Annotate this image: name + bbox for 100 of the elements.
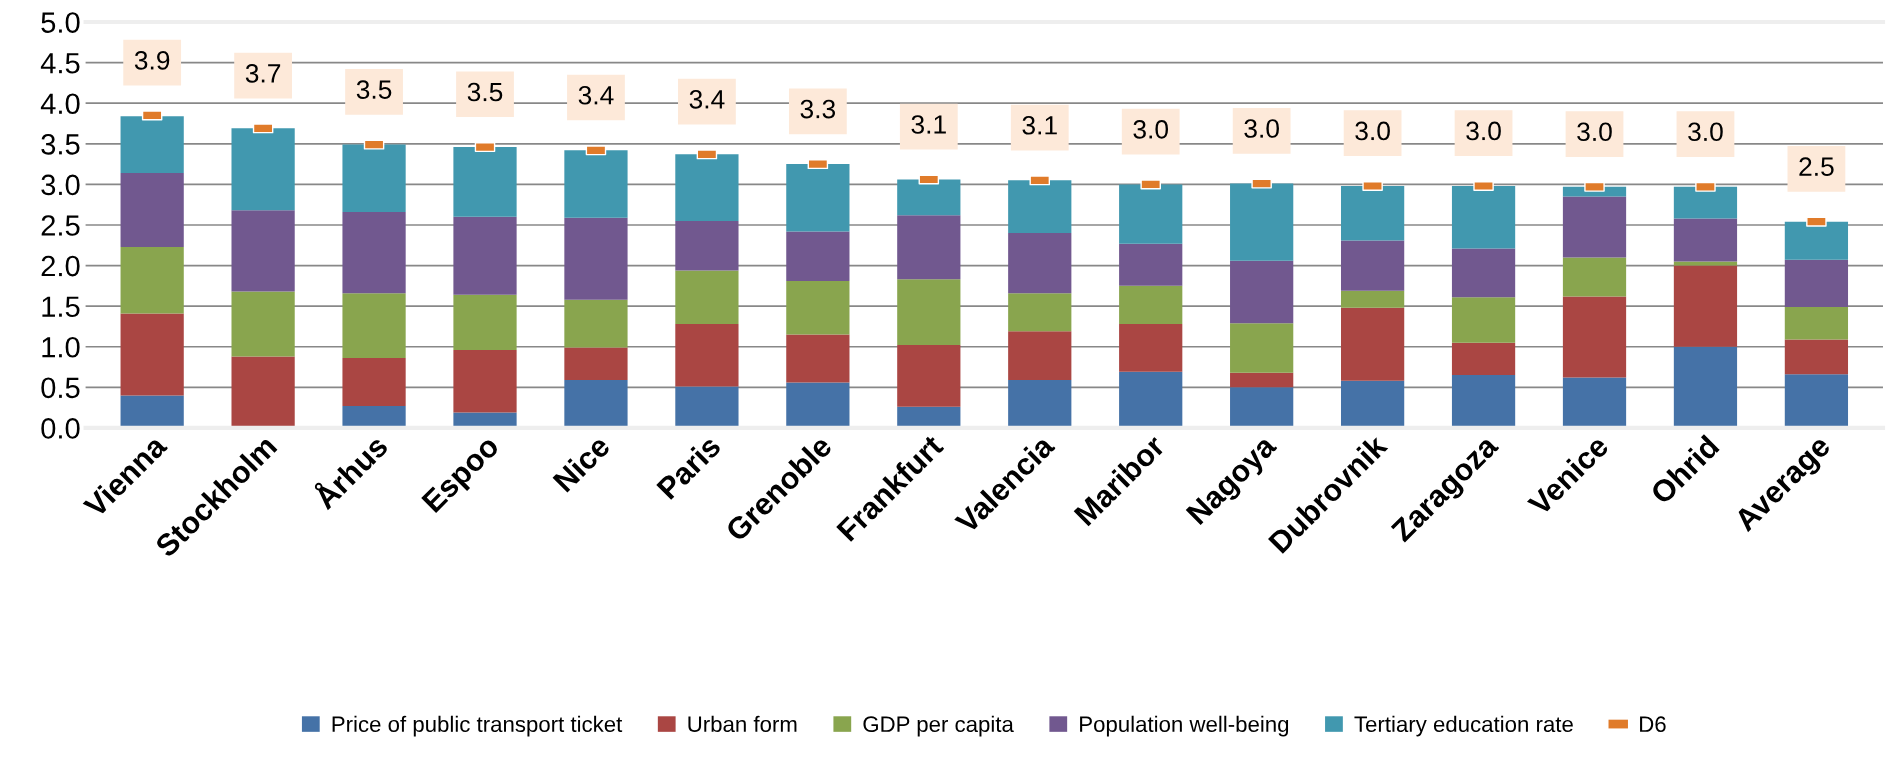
- bar: [1784, 306, 1849, 340]
- data-label: 3.3: [800, 99, 836, 119]
- bar: [1562, 257, 1627, 297]
- y-tick-label: 2.5: [41, 215, 80, 236]
- bar: [231, 291, 295, 357]
- bar: [342, 405, 406, 428]
- bar: [897, 345, 961, 407]
- bar: [453, 216, 517, 295]
- bar: [342, 144, 406, 212]
- bar: [1673, 346, 1738, 428]
- bar: [675, 386, 739, 428]
- bar: [564, 299, 628, 348]
- bar: [675, 270, 739, 324]
- bar: [1230, 387, 1294, 428]
- bar: [1340, 307, 1405, 381]
- bar: [1008, 233, 1072, 294]
- bar: [120, 116, 184, 174]
- bar: [453, 294, 517, 350]
- bar: [1673, 265, 1738, 347]
- bar: [453, 412, 517, 428]
- bar: [1784, 259, 1849, 307]
- bar: [564, 347, 628, 380]
- y-tick-label: 3.0: [41, 174, 80, 196]
- bar: [1119, 243, 1183, 286]
- bar: [1784, 374, 1849, 428]
- bar: [1562, 296, 1627, 378]
- data-label: 3.5: [356, 80, 392, 99]
- bar: [342, 293, 406, 359]
- bar: [1340, 380, 1405, 428]
- data-label: 3.0: [1244, 119, 1279, 138]
- bar: [1562, 377, 1627, 428]
- bar: [897, 179, 961, 216]
- bar: [675, 220, 739, 271]
- bar: [1119, 285, 1183, 324]
- bar: [1119, 184, 1183, 244]
- data-label: 3.9: [134, 51, 170, 70]
- data-label: 3.4: [578, 85, 614, 105]
- bar: [1340, 290, 1405, 308]
- bar: [342, 211, 406, 294]
- data-label: 3.1: [1022, 115, 1057, 135]
- bar: [1562, 196, 1627, 258]
- bar: [786, 334, 850, 383]
- bar: [342, 358, 406, 406]
- bar: [453, 349, 517, 413]
- legend-label: Urban form: [688, 715, 797, 733]
- bar: [786, 382, 850, 428]
- legend-label: Tertiary education rate: [1354, 715, 1573, 737]
- data-label: 3.0: [1577, 122, 1612, 142]
- y-tick-label: 4.0: [40, 93, 80, 115]
- bar: [1119, 323, 1183, 372]
- bar: [897, 279, 961, 346]
- bar: [1784, 221, 1849, 260]
- bar: [1008, 293, 1072, 332]
- bar: [1119, 371, 1183, 428]
- bar: [120, 173, 184, 247]
- data-label: 3.0: [1466, 121, 1501, 141]
- y-tick-label: 0.0: [41, 418, 80, 439]
- bar: [1230, 372, 1294, 388]
- bar: [1230, 323, 1294, 373]
- bar: [120, 246, 184, 314]
- bar: [1008, 180, 1072, 234]
- bar: [1673, 261, 1738, 266]
- bar: [1230, 260, 1294, 324]
- legend-label: D6: [1640, 716, 1666, 733]
- y-tick-label: 2.0: [41, 255, 80, 277]
- data-label: 3.0: [1355, 121, 1390, 141]
- bar: [897, 406, 961, 428]
- bar: [1230, 183, 1294, 261]
- bar: [1673, 186, 1738, 219]
- bar: [1673, 218, 1738, 262]
- bar: [231, 210, 295, 292]
- bar: [897, 215, 961, 280]
- bar: [1340, 186, 1405, 241]
- bar: [786, 280, 850, 335]
- bar: [120, 395, 184, 428]
- data-label: 3.7: [245, 63, 281, 83]
- bar: [120, 313, 184, 396]
- bar: [1451, 248, 1516, 298]
- bar: [453, 147, 517, 217]
- bar: [1340, 240, 1405, 291]
- bar: [1451, 297, 1516, 343]
- data-label: 3.5: [467, 82, 503, 102]
- legend-label: Population well-being: [1080, 715, 1289, 737]
- legend-label: Price of public transport ticket: [332, 715, 623, 737]
- bar: [564, 217, 628, 300]
- bar: [1451, 375, 1516, 428]
- bar: [231, 128, 295, 211]
- data-label: 3.1: [911, 115, 946, 134]
- bar: [1784, 339, 1849, 375]
- bar: [675, 154, 739, 221]
- bar: [786, 164, 850, 232]
- y-tick-label: 1.0: [42, 336, 80, 358]
- bar: [231, 356, 295, 428]
- bar: [1008, 331, 1072, 380]
- y-tick-label: 0.5: [41, 377, 80, 399]
- legend-label: GDP per capita: [863, 715, 1014, 737]
- data-label: 3.0: [1688, 122, 1723, 142]
- data-label: 3.4: [689, 89, 725, 109]
- bar: [564, 150, 628, 218]
- bar: [786, 231, 850, 281]
